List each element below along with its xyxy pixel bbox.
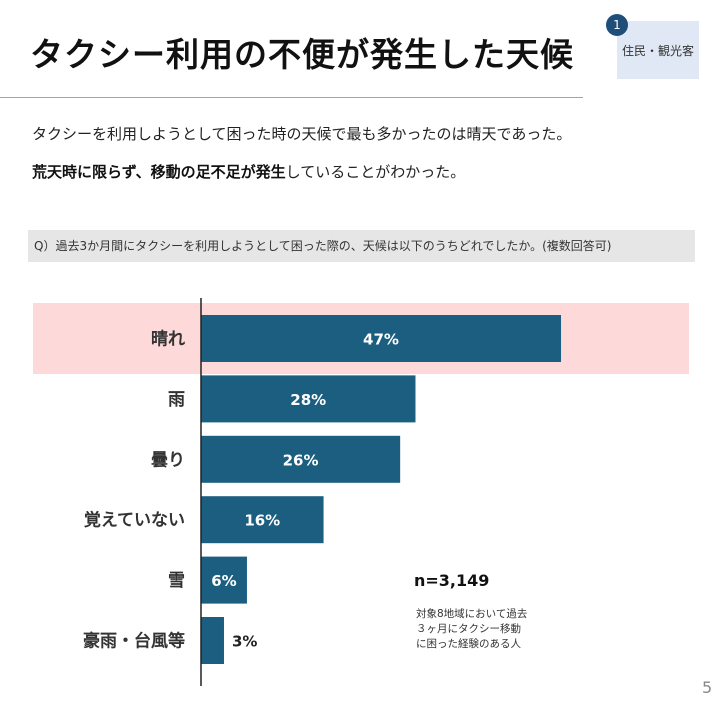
question-text: Q）過去3か月間にタクシーを利用しようとして困った際の、天候は以下のうちどれでし… (34, 239, 612, 253)
value-label: 47% (363, 331, 399, 349)
category-label: 雪 (168, 571, 185, 591)
bar (201, 375, 416, 423)
bar (201, 496, 324, 544)
section-number-badge: 1 (606, 14, 628, 36)
sample-note-line: 対象8地域において過去 (416, 608, 528, 620)
sample-size: n=3,149 (414, 571, 490, 590)
summary-line-1: タクシーを利用しようとして困った時の天候で最も多かったのは晴天であった。 (32, 125, 572, 143)
sample-note: 対象8地域において過去 ３ヶ月にタクシー移動 に困った経験のある人 (416, 607, 527, 652)
audience-tag-label: 住民・観光客 (621, 44, 694, 58)
category-label: 晴れ (151, 330, 185, 350)
page-number: 5 (702, 678, 713, 697)
value-label: 26% (283, 451, 319, 469)
value-label: 28% (290, 391, 326, 409)
bar (201, 556, 247, 604)
category-label: 曇り (151, 450, 185, 470)
category-label: 雨 (168, 390, 185, 410)
page-title: タクシー利用の不便が発生した天候 (30, 35, 574, 74)
summary-line-2-rest: していることがわかった。 (285, 163, 466, 181)
value-label: 3% (232, 633, 257, 651)
sample-note-line: ３ヶ月にタクシー移動 (416, 623, 521, 635)
bar (201, 315, 562, 362)
summary-emphasis: 荒天時に限らず、移動の足不足が発生 (32, 163, 286, 181)
question-box: Q）過去3か月間にタクシーを利用しようとして困った際の、天候は以下のうちどれでし… (28, 230, 695, 262)
category-label: 覚えていない (84, 510, 185, 531)
value-label: 6% (211, 572, 236, 590)
value-label: 16% (244, 512, 280, 530)
category-label: 豪雨・台風等 (83, 631, 185, 652)
audience-tag: 住民・観光客 (617, 21, 699, 79)
summary-line-2: 荒天時に限らず、移動の足不足が発生していることがわかった。 (32, 161, 465, 182)
bar (201, 435, 401, 483)
bar (201, 617, 224, 664)
title-divider (0, 97, 583, 98)
sample-note-line: に困った経験のある人 (416, 638, 521, 650)
